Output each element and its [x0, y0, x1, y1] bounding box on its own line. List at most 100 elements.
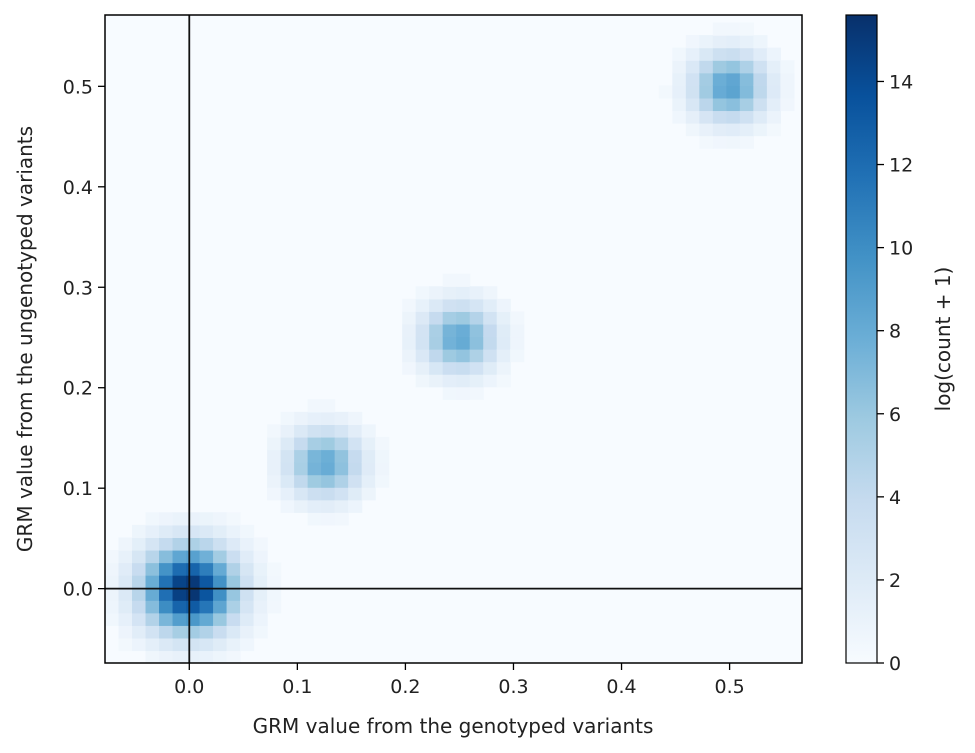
heatmap-cell [226, 612, 241, 626]
heatmap-cell [253, 549, 268, 564]
heatmap-cell [739, 123, 754, 137]
heatmap-cell [321, 399, 336, 413]
heatmap-cell [712, 97, 727, 112]
heatmap-cell [226, 537, 241, 551]
heatmap-cell [469, 386, 484, 400]
heatmap-cell [699, 85, 714, 99]
y-tick-label: 0.4 [63, 177, 93, 199]
heatmap-cell [280, 487, 295, 501]
heatmap-cell [685, 72, 700, 86]
heatmap-cell [375, 436, 390, 451]
heatmap-cell [483, 286, 498, 300]
heatmap-cell [118, 637, 133, 652]
heatmap-cell [402, 298, 417, 312]
heatmap-cell [213, 512, 228, 526]
heatmap-cell [685, 97, 700, 112]
heatmap-cell [240, 612, 255, 626]
heatmap-cell [469, 311, 484, 325]
heatmap-cell [753, 60, 768, 74]
heatmap-cell [348, 411, 363, 425]
heatmap-cell [118, 575, 133, 589]
heatmap-cell [294, 436, 309, 451]
heatmap-cell [105, 549, 120, 564]
heatmap-cell [321, 512, 336, 526]
heatmap-cell [361, 436, 376, 451]
heatmap-cell [172, 600, 187, 614]
heatmap-cell [145, 512, 160, 526]
heatmap-cell [118, 537, 133, 551]
heatmap-cell [496, 374, 511, 388]
heatmap-cell [658, 85, 673, 99]
reference-lines [105, 15, 802, 663]
heatmap-cell [105, 587, 120, 601]
heatmap-cell [442, 336, 457, 350]
heatmap-cell [753, 123, 768, 137]
heatmap-cell [321, 449, 336, 463]
heatmap-cell [739, 110, 754, 124]
heatmap-cell [294, 462, 309, 476]
heatmap-cell [699, 135, 714, 149]
heatmap-cell [739, 60, 754, 74]
heatmap-cell [429, 286, 444, 300]
heatmap-cell [456, 298, 471, 312]
heatmap-cell [766, 47, 781, 61]
heatmap-cell [307, 499, 322, 513]
heatmap-cell [132, 625, 147, 639]
heatmap-cell [199, 549, 214, 564]
heatmap-cell [213, 650, 228, 663]
heatmap-cell [159, 587, 174, 601]
x-tick-label: 0.1 [282, 676, 312, 698]
colorbar-ticks: 0 2 4 6 8 10 12 14 [877, 71, 913, 675]
y-tick-label: 0.2 [63, 378, 93, 400]
heatmap-cell [726, 72, 741, 86]
heatmap-cell [456, 323, 471, 338]
heatmap-cell [496, 336, 511, 350]
heatmap-cell [415, 349, 430, 363]
heatmap-cell [766, 85, 781, 99]
heatmap-cell [402, 349, 417, 363]
colorbar-tick-label: 12 [889, 155, 913, 177]
heatmap-cell [186, 562, 201, 576]
heatmap-cell [294, 474, 309, 488]
heatmap-cell [186, 663, 200, 676]
heatmap-cell [159, 549, 174, 564]
heatmap-cell [240, 637, 255, 652]
heatmap-cell [280, 474, 295, 488]
colorbar-tick-label: 6 [889, 404, 901, 426]
heatmap-cell [145, 612, 160, 626]
heatmap-cell [307, 462, 322, 476]
heatmap-cell [159, 512, 174, 526]
heatmap-cell [672, 72, 687, 86]
x-tick-label: 0.2 [390, 676, 420, 698]
heatmap-cell [699, 110, 714, 124]
heatmap-cell [685, 35, 700, 49]
heatmap-cell [699, 35, 714, 49]
heatmap-cell [510, 311, 525, 325]
heatmap-cell [415, 361, 430, 375]
heatmap-cell [429, 349, 444, 363]
x-tick-label: 0.0 [174, 676, 204, 698]
heatmap-cell [699, 47, 714, 61]
heatmap-cell [307, 399, 322, 413]
heatmap-cell [456, 273, 471, 287]
heatmap-cell [132, 562, 147, 576]
heatmap-cell [213, 575, 228, 589]
heatmap-cell [240, 549, 255, 564]
heatmap-cell [105, 600, 120, 614]
heatmap-cell [199, 587, 214, 601]
heatmap-cell [456, 374, 471, 388]
heatmap-cell [213, 637, 228, 652]
heatmap-cell [348, 436, 363, 451]
colorbar-tick-label: 8 [889, 321, 901, 343]
heatmap-cell [456, 361, 471, 375]
heatmap-cell [186, 600, 201, 614]
heatmap-cell [442, 311, 457, 325]
heatmap-cell [685, 60, 700, 74]
heatmap-cell [456, 349, 471, 363]
heatmap-cell [766, 72, 781, 86]
heatmap-cell [780, 60, 795, 74]
heatmap-cell [402, 336, 417, 350]
heatmap-cell [253, 625, 268, 639]
y-tick-label: 0.1 [63, 478, 93, 500]
heatmap-cell [172, 625, 187, 639]
